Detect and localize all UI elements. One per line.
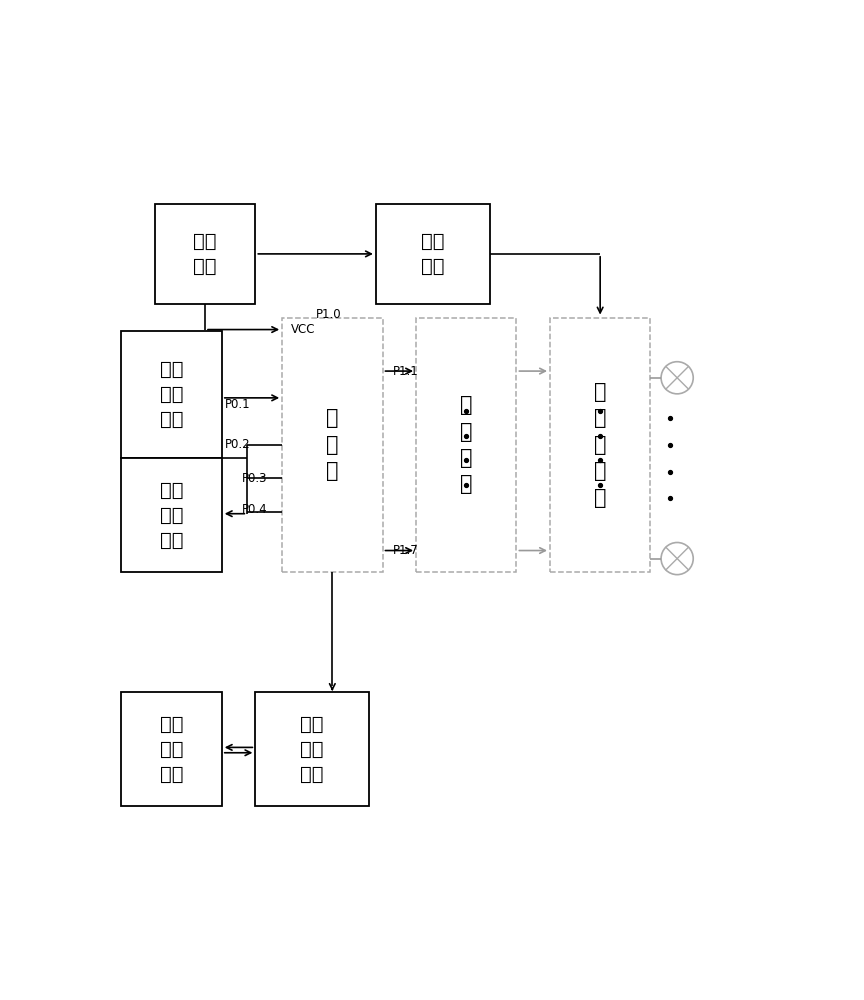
Bar (121, 692, 222, 806)
Text: 复归
电路: 复归 电路 (421, 232, 444, 276)
Bar (121, 331, 222, 458)
Text: 自
保
持
电
路: 自 保 持 电 路 (594, 382, 607, 508)
Text: P1.0: P1.0 (315, 308, 341, 321)
Text: 放
大
电
路: 放 大 电 路 (460, 395, 473, 494)
Text: P1.1: P1.1 (392, 365, 418, 378)
Bar (282, 318, 383, 572)
Text: 单
片
机: 单 片 机 (326, 408, 339, 481)
Bar (416, 318, 517, 572)
Bar (256, 692, 369, 806)
Text: P0.1: P0.1 (226, 398, 251, 411)
Text: 电源
监视
电路: 电源 监视 电路 (160, 360, 183, 429)
Bar (376, 204, 490, 304)
Bar (550, 318, 651, 572)
Text: P0.3: P0.3 (242, 472, 268, 485)
Text: 远程
监控
模块: 远程 监控 模块 (301, 715, 324, 784)
Text: 应急
控制
电路: 应急 控制 电路 (160, 481, 183, 550)
Text: P1.7: P1.7 (392, 544, 418, 557)
Text: VCC: VCC (291, 323, 315, 336)
Text: P0.4: P0.4 (242, 503, 268, 516)
Text: P0.2: P0.2 (226, 438, 251, 451)
Bar (155, 204, 256, 304)
Bar (121, 458, 222, 572)
Text: 稳压
电源: 稳压 电源 (194, 232, 217, 276)
Text: 声光
警示
电路: 声光 警示 电路 (160, 715, 183, 784)
